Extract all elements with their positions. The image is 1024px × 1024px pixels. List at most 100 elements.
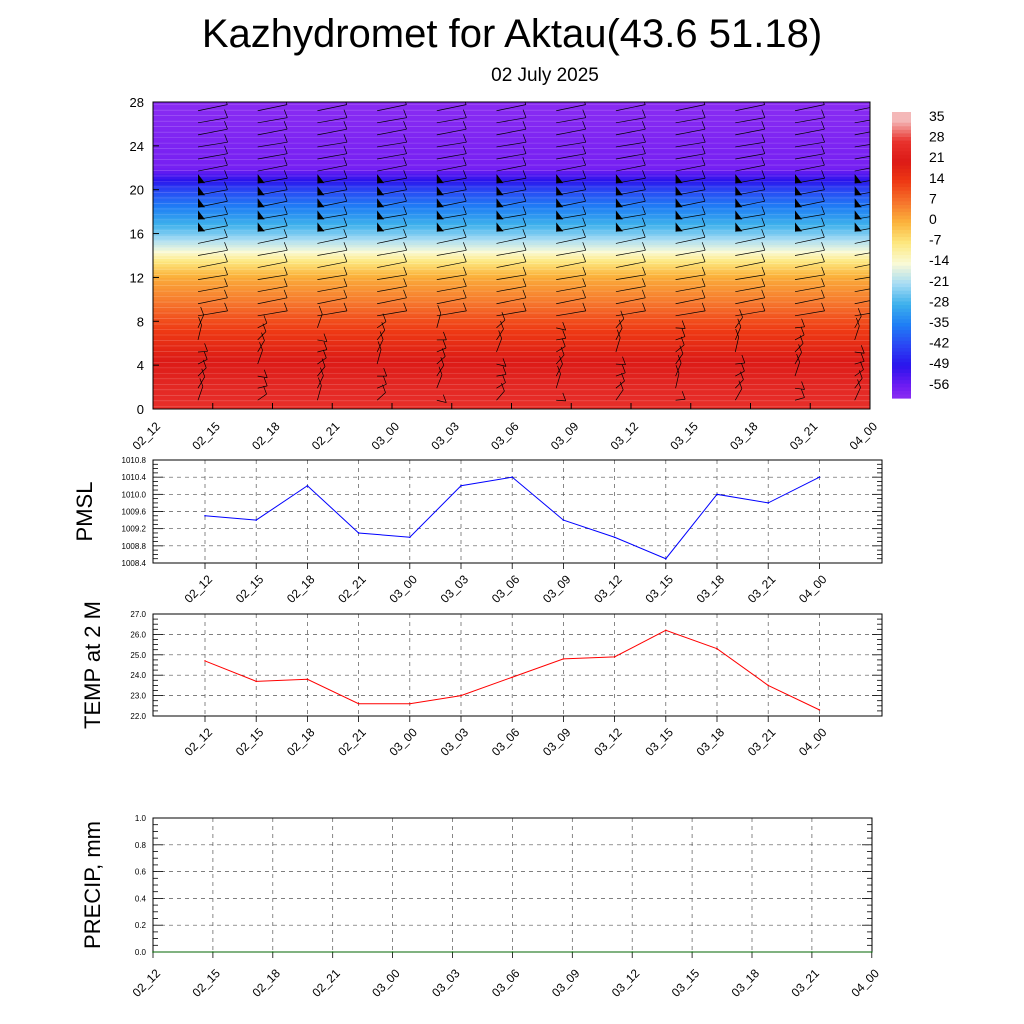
x-tick-label: 03_03 xyxy=(438,725,472,759)
wind-barb-feather xyxy=(941,218,944,226)
temperature-band xyxy=(153,365,870,369)
data-point xyxy=(818,476,821,478)
wind-barb xyxy=(675,345,684,365)
wind-barb xyxy=(555,355,563,377)
wind-barb-pennant xyxy=(675,186,683,196)
wind-barb xyxy=(197,229,228,244)
wind-barb-pennant xyxy=(198,186,205,196)
colorbar-swatch xyxy=(892,176,911,181)
colorbar-swatch xyxy=(892,337,911,342)
temperature-band xyxy=(153,356,870,361)
wind-barb xyxy=(794,318,805,329)
wind-barb-feather xyxy=(463,242,467,251)
colorbar-swatch xyxy=(892,355,911,360)
temperature-band xyxy=(153,104,870,109)
wind-barb-feather xyxy=(584,102,586,105)
wind-barb xyxy=(556,266,587,280)
wind-barb xyxy=(436,121,467,136)
colorbar-swatch xyxy=(892,347,911,353)
wind-barb-pennant xyxy=(795,210,802,220)
temperature-band xyxy=(153,304,870,309)
wind-barb-feather xyxy=(675,365,680,374)
wind-barb-shaft xyxy=(675,373,680,389)
wind-barb-feather xyxy=(582,157,586,166)
data-point xyxy=(811,951,813,953)
wind-barb-feather xyxy=(522,109,527,118)
wind-barb-feather xyxy=(343,242,348,251)
colorbar-swatch xyxy=(892,258,911,263)
wind-barb xyxy=(675,365,680,389)
wind-barb xyxy=(854,97,884,112)
wind-barb xyxy=(854,155,870,160)
wind-barb-feather xyxy=(343,289,348,298)
wind-barb-shaft xyxy=(436,347,447,353)
wind-barb-shaft xyxy=(496,104,526,112)
wind-barb-shaft xyxy=(496,297,526,305)
wind-barb-shaft xyxy=(317,366,326,377)
wind-barb-feather xyxy=(224,278,228,287)
wind-barb-feather xyxy=(562,392,567,402)
wind-barb xyxy=(914,343,920,364)
wind-barb-shaft xyxy=(675,336,686,341)
wind-barb-feather xyxy=(920,325,923,333)
wind-barb-feather xyxy=(641,229,646,238)
wind-barb-pennant xyxy=(914,222,921,231)
colorbar-swatch xyxy=(892,290,911,295)
wind-barb xyxy=(436,331,447,341)
wind-barb-feather xyxy=(881,97,884,105)
wind-barb xyxy=(257,217,288,232)
wind-barb xyxy=(257,242,288,256)
wind-barb-shaft xyxy=(675,362,682,377)
wind-barb-shaft xyxy=(556,399,566,402)
wind-barb-pennant xyxy=(377,174,385,184)
wind-barb xyxy=(496,181,527,196)
wind-barb xyxy=(377,229,407,244)
wind-barb-feather xyxy=(701,121,706,130)
wind-barb-shaft xyxy=(914,361,918,376)
wind-barb-feather xyxy=(582,253,586,262)
colorbar-swatch xyxy=(892,272,911,278)
wind-barb xyxy=(197,145,228,160)
x-tick-label: 04_00 xyxy=(847,419,881,453)
temperature-band xyxy=(153,318,870,322)
wind-barb xyxy=(496,229,527,244)
wind-barb-feather xyxy=(701,289,706,298)
wind-barb-shaft xyxy=(735,153,765,160)
wind-barb xyxy=(197,306,204,329)
wind-barb xyxy=(377,278,407,293)
wind-barb-shaft xyxy=(794,362,800,377)
wind-barb-shaft xyxy=(914,325,923,328)
wind-barb xyxy=(615,145,646,160)
wind-barb xyxy=(317,134,348,148)
wind-barb xyxy=(556,145,587,160)
wind-barb xyxy=(854,222,870,232)
wind-barb-feather xyxy=(224,266,228,275)
wind-barb xyxy=(675,206,706,220)
x-tick-label: 02_12 xyxy=(130,966,164,1000)
x-tick-label: 03_03 xyxy=(428,419,462,453)
wind-barb xyxy=(794,278,825,293)
x-tick-label: 04_00 xyxy=(848,966,882,1000)
wind-barb-shaft xyxy=(615,153,646,160)
wind-barb xyxy=(317,157,348,172)
colorbar-swatch xyxy=(892,315,911,320)
colorbar-swatch xyxy=(892,376,911,381)
wind-barb-feather xyxy=(501,312,506,321)
wind-barb-feather xyxy=(522,253,527,262)
wind-barb-shaft xyxy=(496,117,527,124)
wind-barb-feather xyxy=(881,110,884,118)
colorbar-swatch xyxy=(892,172,911,177)
wind-barb-feather xyxy=(283,229,288,238)
wind-barb-feather xyxy=(860,353,865,362)
wind-barb-feather xyxy=(741,363,745,372)
wind-barb xyxy=(317,217,348,232)
wind-barb xyxy=(197,289,228,305)
wind-barb-shaft xyxy=(197,141,228,148)
wind-barb-shaft xyxy=(556,117,586,124)
wind-barb-feather xyxy=(463,109,467,118)
wind-barb-shaft xyxy=(197,236,228,244)
wind-barb-shaft xyxy=(436,274,467,280)
x-tick-label: 03_21 xyxy=(745,572,779,606)
wind-barb-pennant xyxy=(377,222,385,232)
wind-barb xyxy=(675,278,706,293)
